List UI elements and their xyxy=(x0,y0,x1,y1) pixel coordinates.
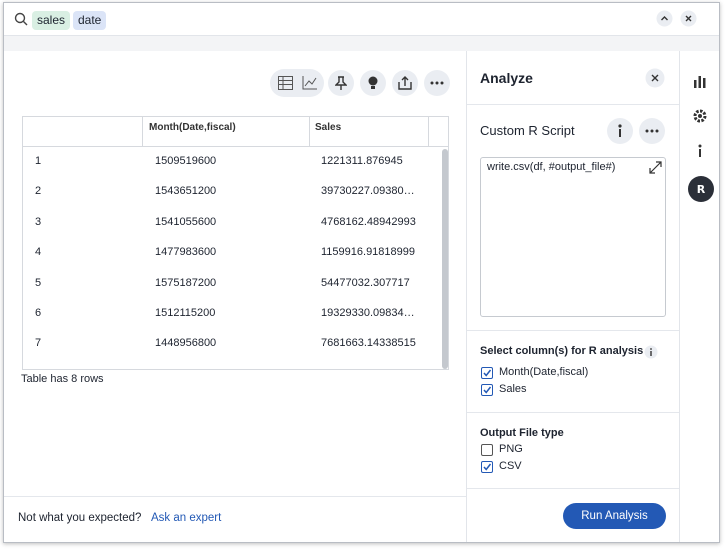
divider xyxy=(467,488,679,489)
row-number: 2 xyxy=(35,185,42,198)
data-table: Month(Date,fiscal) Sales 1 1509519600 1221… xyxy=(22,116,449,370)
pin-button[interactable] xyxy=(328,70,354,96)
row-number: 5 xyxy=(35,276,42,289)
checkbox[interactable] xyxy=(481,461,493,473)
run-analysis-button[interactable]: Run Analysis xyxy=(563,503,666,529)
chart-config-icon[interactable] xyxy=(693,74,707,88)
panel-title: Analyze xyxy=(480,70,533,86)
divider-strip xyxy=(4,36,719,51)
checkbox-label[interactable]: Month(Date,fiscal) xyxy=(499,366,589,378)
row-number: 6 xyxy=(35,307,42,319)
table-cell: 7681663.14338515 xyxy=(321,337,416,350)
table-cell: 1159916.91818999 xyxy=(321,246,416,259)
table-cell: 4768162.48942993 xyxy=(321,215,416,228)
table-cell: 1509519600 xyxy=(155,155,217,167)
table-cell: 1448956800 xyxy=(155,337,217,350)
ask-expert-link[interactable]: Ask an expert xyxy=(151,512,222,524)
table-header: Month(Date,fiscal) Sales xyxy=(23,117,448,147)
script-editor[interactable]: write.csv(df, #output_file#) xyxy=(480,157,666,317)
column-header[interactable]: Month(Date,fiscal) xyxy=(149,122,236,133)
info-button[interactable] xyxy=(607,118,633,144)
collapse-button[interactable] xyxy=(656,10,673,27)
table-cell: 1543651200 xyxy=(155,185,217,198)
footer-prompt: Not what you expected? xyxy=(18,512,142,524)
results-panel: Month(Date,fiscal) Sales 1 1509519600 1221… xyxy=(4,51,466,542)
insight-button[interactable] xyxy=(360,70,386,96)
chart-view-icon[interactable] xyxy=(302,76,317,90)
table-cell: 1575187200 xyxy=(155,276,217,289)
icon-rail: R xyxy=(679,51,719,542)
search-token[interactable]: sales xyxy=(32,11,71,30)
expand-icon[interactable] xyxy=(649,161,662,174)
r-analysis-icon[interactable]: R xyxy=(688,176,714,202)
table-cell: 39730227.09380… xyxy=(321,185,415,198)
row-number: 7 xyxy=(35,337,42,350)
divider xyxy=(467,412,679,413)
table-cell: 19329330.09834… xyxy=(321,307,415,319)
divider xyxy=(467,330,679,331)
table-cell: 1541055600 xyxy=(155,215,217,228)
table-cell: 1221311.876945 xyxy=(321,155,403,167)
search-icon xyxy=(14,12,28,26)
output-label: Output File type xyxy=(480,427,564,439)
share-button[interactable] xyxy=(392,70,418,96)
checkbox[interactable] xyxy=(481,444,493,456)
row-number: 4 xyxy=(35,246,42,259)
divider xyxy=(467,104,679,105)
checkbox-label[interactable]: PNG xyxy=(499,443,523,455)
columns-label: Select column(s) for R analysis xyxy=(480,345,644,357)
table-view-icon[interactable] xyxy=(278,76,293,90)
columns-info-icon[interactable] xyxy=(644,345,658,359)
close-panel-button[interactable] xyxy=(645,68,665,88)
svg-text:R: R xyxy=(697,183,706,196)
table-cell: 54477032.307717 xyxy=(321,276,410,289)
script-text[interactable]: write.csv(df, #output_file#) xyxy=(487,161,616,173)
search-token[interactable]: date xyxy=(73,11,107,30)
script-title: Custom R Script xyxy=(480,123,575,138)
footer-divider xyxy=(4,496,466,497)
window: sales date Month(Date,fiscal) Sales 1 150… xyxy=(3,2,720,543)
row-number: 3 xyxy=(35,215,42,228)
script-more-button[interactable] xyxy=(639,118,665,144)
search-bar[interactable]: sales date xyxy=(4,3,719,36)
table-cell: 1477983600 xyxy=(155,246,217,259)
checkbox-label[interactable]: CSV xyxy=(499,460,522,472)
checkbox-label[interactable]: Sales xyxy=(499,383,527,395)
info-icon[interactable] xyxy=(692,143,708,159)
checkbox[interactable] xyxy=(481,384,493,396)
scrollbar[interactable] xyxy=(442,149,448,369)
analyze-panel: Analyze Custom R Script write.csv(df, #o… xyxy=(466,51,679,542)
table-note: Table has 8 rows xyxy=(21,373,104,385)
checkbox[interactable] xyxy=(481,367,493,379)
column-header[interactable]: Sales xyxy=(315,122,342,133)
more-button[interactable] xyxy=(424,70,450,96)
row-number: 1 xyxy=(35,155,42,167)
view-toggle[interactable] xyxy=(270,69,324,97)
settings-icon[interactable] xyxy=(692,108,708,124)
table-cell: 1512115200 xyxy=(155,307,216,319)
close-search-button[interactable] xyxy=(680,10,697,27)
